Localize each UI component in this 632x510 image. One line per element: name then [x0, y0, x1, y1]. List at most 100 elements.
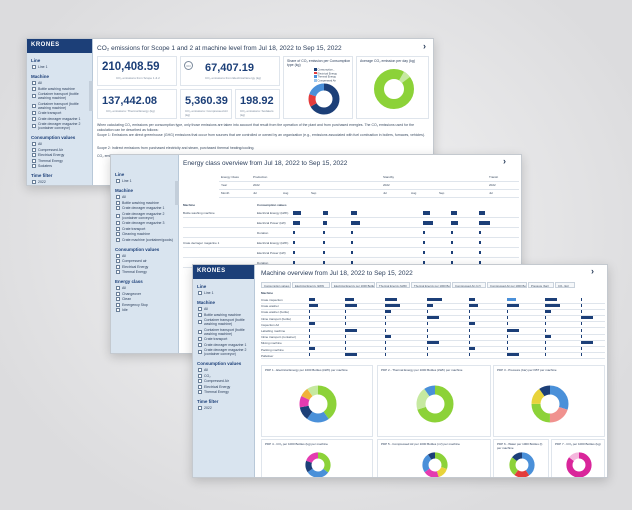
- next-page-chevron-icon[interactable]: ›: [423, 41, 426, 51]
- checkbox[interactable]: [198, 342, 202, 347]
- filter-option[interactable]: Line 1: [32, 65, 88, 69]
- filter-option[interactable]: Emergency Stop: [116, 302, 174, 307]
- checkbox[interactable]: [116, 226, 120, 231]
- next-page-chevron-icon[interactable]: ›: [591, 266, 594, 276]
- filter-option[interactable]: Crate machine (container/goods): [116, 237, 174, 242]
- filter-option[interactable]: Crate decrager magazine 1: [116, 206, 174, 210]
- tab-7[interactable]: Pressure (bar): [528, 282, 554, 288]
- filter-option[interactable]: Idle: [116, 308, 174, 312]
- tab-1[interactable]: Electrical Energy (kWh): [292, 282, 330, 288]
- checkbox[interactable]: [116, 286, 120, 290]
- checkbox[interactable]: [116, 195, 120, 199]
- filter-option[interactable]: All: [198, 368, 250, 372]
- filter-option[interactable]: Container transport (bottle washing mach…: [32, 92, 88, 100]
- tab-5[interactable]: Compressed Air (m³): [452, 282, 486, 288]
- checkbox[interactable]: [116, 206, 120, 210]
- checkbox[interactable]: [198, 337, 202, 341]
- checkbox[interactable]: [32, 147, 36, 152]
- checkbox[interactable]: [198, 320, 202, 324]
- checkbox[interactable]: [32, 158, 36, 163]
- filter-option[interactable]: Crate transport: [32, 111, 88, 115]
- checkbox[interactable]: [116, 232, 120, 236]
- checkbox[interactable]: [116, 221, 120, 225]
- checkbox[interactable]: [116, 308, 120, 312]
- filter-option[interactable]: Cleaning machine: [116, 232, 174, 236]
- filter-option[interactable]: Electrical Energy: [116, 264, 174, 269]
- checkbox[interactable]: [198, 373, 202, 378]
- filter-option[interactable]: Container transport (bottle washing mach…: [32, 102, 88, 110]
- checkbox[interactable]: [32, 186, 36, 187]
- checkbox[interactable]: [32, 164, 36, 168]
- filter-option[interactable]: 2022: [32, 180, 88, 184]
- checkbox[interactable]: [198, 379, 202, 383]
- filter-option[interactable]: All: [116, 286, 174, 290]
- checkbox[interactable]: [198, 312, 202, 317]
- scrollbar[interactable]: [89, 81, 93, 111]
- checkbox[interactable]: [116, 253, 120, 258]
- filter-option[interactable]: All: [116, 195, 174, 199]
- checkbox[interactable]: [32, 124, 36, 128]
- filter-option[interactable]: Sodaters: [32, 164, 88, 168]
- checkbox[interactable]: [116, 179, 120, 183]
- filter-option[interactable]: Clean: [116, 297, 174, 301]
- checkbox[interactable]: [198, 406, 202, 410]
- filter-option[interactable]: Crate decrager magazine 2 (container con…: [198, 348, 250, 356]
- filter-option[interactable]: CO₂: [198, 373, 250, 378]
- checkbox[interactable]: [198, 390, 202, 394]
- filter-option[interactable]: Crate decrager magazine 3: [116, 221, 174, 225]
- checkbox[interactable]: [116, 259, 120, 263]
- filter-option[interactable]: Electrical Energy: [32, 153, 88, 157]
- checkbox[interactable]: [32, 116, 36, 121]
- tab-2[interactable]: Electrical Energy per 1000 Bottles (kWh/…: [331, 282, 375, 288]
- checkbox[interactable]: [32, 103, 36, 108]
- filter-option[interactable]: Electrical Energy: [198, 384, 250, 389]
- checkbox[interactable]: [32, 94, 36, 98]
- checkbox[interactable]: [198, 291, 202, 295]
- filter-option[interactable]: Container transport (bottle washing mach…: [198, 318, 250, 326]
- filter-option[interactable]: Bottle washing machine: [116, 200, 174, 205]
- checkbox[interactable]: [32, 81, 36, 85]
- filter-option[interactable]: All: [32, 142, 88, 146]
- checkbox[interactable]: [32, 180, 36, 184]
- checkbox[interactable]: [198, 350, 202, 354]
- filter-option[interactable]: Crate decrager magazine 1: [198, 342, 250, 347]
- filter-option[interactable]: All: [198, 307, 250, 311]
- tab-6[interactable]: Compressed Air per 1000 Bottles: [487, 282, 527, 288]
- filter-option[interactable]: 2022: [198, 406, 250, 410]
- filter-option[interactable]: Crate decrager magazine 1: [32, 116, 88, 121]
- checkbox[interactable]: [32, 142, 36, 146]
- filter-option[interactable]: Container transport (bottle washing mach…: [198, 328, 250, 336]
- checkbox[interactable]: [198, 329, 202, 334]
- next-page-chevron-icon[interactable]: ›: [503, 156, 506, 166]
- scrollbar[interactable]: [175, 181, 179, 205]
- checkbox[interactable]: [32, 153, 36, 157]
- checkbox[interactable]: [116, 291, 120, 296]
- checkbox[interactable]: [116, 302, 120, 307]
- checkbox[interactable]: [198, 307, 202, 311]
- filter-option[interactable]: Bottle washing machine: [32, 86, 88, 91]
- checkbox[interactable]: [116, 264, 120, 269]
- filter-option[interactable]: Thermal Energy: [198, 390, 250, 394]
- checkbox[interactable]: [116, 213, 120, 218]
- filter-option[interactable]: Crate decrager magazine 2 (container con…: [32, 122, 88, 130]
- filter-option[interactable]: Crate decrager magazine 2 (container con…: [116, 212, 174, 220]
- checkbox[interactable]: [198, 384, 202, 389]
- checkbox[interactable]: [116, 297, 120, 301]
- checkbox[interactable]: [32, 65, 36, 69]
- filter-option[interactable]: All: [32, 81, 88, 85]
- filter-option[interactable]: Bottle washing machine: [198, 312, 250, 317]
- tab-4[interactable]: Thermal Energy per 1000 Bottles: [411, 282, 451, 288]
- checkbox[interactable]: [116, 237, 120, 242]
- checkbox[interactable]: [198, 368, 202, 372]
- checkbox[interactable]: [32, 86, 36, 91]
- tab-3[interactable]: Thermal Energy (kWh): [376, 282, 410, 288]
- filter-option[interactable]: Q3 2022: [32, 186, 88, 187]
- checkbox[interactable]: [116, 200, 120, 205]
- filter-option[interactable]: Compressed Air: [198, 379, 250, 383]
- tab-8[interactable]: CO₂ (kg): [555, 282, 575, 288]
- filter-option[interactable]: Line 1: [116, 179, 174, 183]
- filter-option[interactable]: Compressed Air: [32, 147, 88, 152]
- filter-option[interactable]: Crate transport: [198, 337, 250, 341]
- tab-0[interactable]: Consumption values: [261, 282, 291, 288]
- filter-option[interactable]: Thermal Energy: [32, 158, 88, 163]
